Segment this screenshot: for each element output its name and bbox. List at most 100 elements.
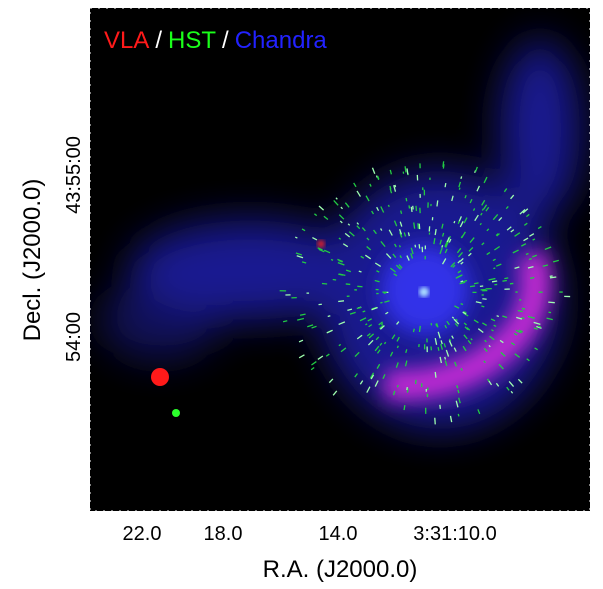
filament [365, 195, 370, 202]
filament [462, 311, 467, 315]
filament [444, 360, 448, 366]
filament [311, 361, 317, 366]
filament [356, 306, 362, 310]
filament [537, 325, 542, 328]
filament [356, 334, 363, 340]
filament [494, 245, 501, 251]
filament [481, 305, 485, 308]
filament [486, 251, 491, 256]
filament [366, 245, 372, 251]
filament [376, 270, 380, 273]
filament [342, 243, 349, 248]
filament [481, 199, 486, 206]
filament [338, 300, 345, 303]
filament [434, 338, 438, 345]
filament [413, 222, 416, 229]
filament [410, 206, 413, 213]
filament [503, 188, 508, 193]
filament [542, 264, 549, 267]
legend-item: HST [168, 27, 216, 54]
filament [504, 277, 509, 280]
legend: VLA / HST / Chandra [104, 27, 327, 54]
filament [492, 214, 499, 221]
filament [399, 255, 403, 259]
filament [442, 161, 445, 167]
filament [458, 216, 462, 223]
filament [527, 266, 534, 269]
filament [359, 380, 364, 385]
filament [519, 209, 526, 215]
legend-item: / [222, 27, 229, 54]
filament [392, 253, 397, 258]
filament [506, 386, 510, 391]
filament [403, 232, 407, 237]
filament [514, 266, 520, 269]
filament [521, 317, 525, 320]
filament [549, 276, 557, 279]
filament [318, 248, 325, 253]
filament [354, 351, 360, 358]
filament [317, 247, 323, 251]
filament [502, 279, 507, 282]
filament [356, 190, 361, 197]
filament [335, 197, 338, 200]
filament [477, 409, 481, 415]
filament [457, 251, 464, 258]
filament [434, 229, 437, 236]
filament [436, 200, 439, 207]
filament [459, 257, 464, 262]
filament [449, 415, 453, 423]
filament [375, 175, 378, 178]
filament [393, 273, 398, 277]
filament [379, 342, 383, 346]
filament [349, 311, 356, 315]
filament [348, 231, 355, 237]
filament [297, 317, 305, 321]
filament [500, 351, 506, 357]
filament [399, 231, 403, 238]
filament [400, 210, 403, 215]
filament [488, 277, 496, 281]
y-axis-label: Decl. (J2000.0) [19, 179, 46, 342]
filament [314, 213, 318, 217]
filament [510, 390, 514, 394]
filament [338, 214, 345, 220]
filament [380, 323, 384, 326]
filament [362, 310, 366, 313]
filament [477, 328, 484, 334]
filament [398, 245, 401, 248]
filament [406, 168, 409, 175]
filament [444, 356, 447, 360]
filament [439, 356, 443, 364]
filament [469, 198, 473, 204]
filament [444, 182, 447, 188]
filament [453, 220, 456, 224]
filament [364, 254, 372, 260]
filament [523, 237, 529, 242]
filament [526, 358, 530, 362]
filament [455, 400, 459, 408]
filament [366, 237, 370, 241]
filament [476, 185, 481, 192]
filament [389, 169, 393, 175]
filament [483, 347, 488, 353]
filament [496, 315, 500, 318]
filament [451, 335, 454, 339]
filament [458, 397, 461, 404]
filament [441, 232, 445, 237]
filament [453, 318, 460, 325]
filament [410, 253, 414, 259]
filament [405, 349, 408, 354]
filament [365, 323, 368, 326]
filament [481, 242, 485, 246]
filament [548, 301, 555, 304]
filament [508, 381, 515, 388]
filament [323, 215, 329, 221]
filament [356, 222, 360, 225]
filament [457, 220, 460, 224]
filament [332, 390, 338, 396]
filament [338, 237, 342, 240]
filament [387, 204, 390, 208]
filament [517, 309, 523, 313]
